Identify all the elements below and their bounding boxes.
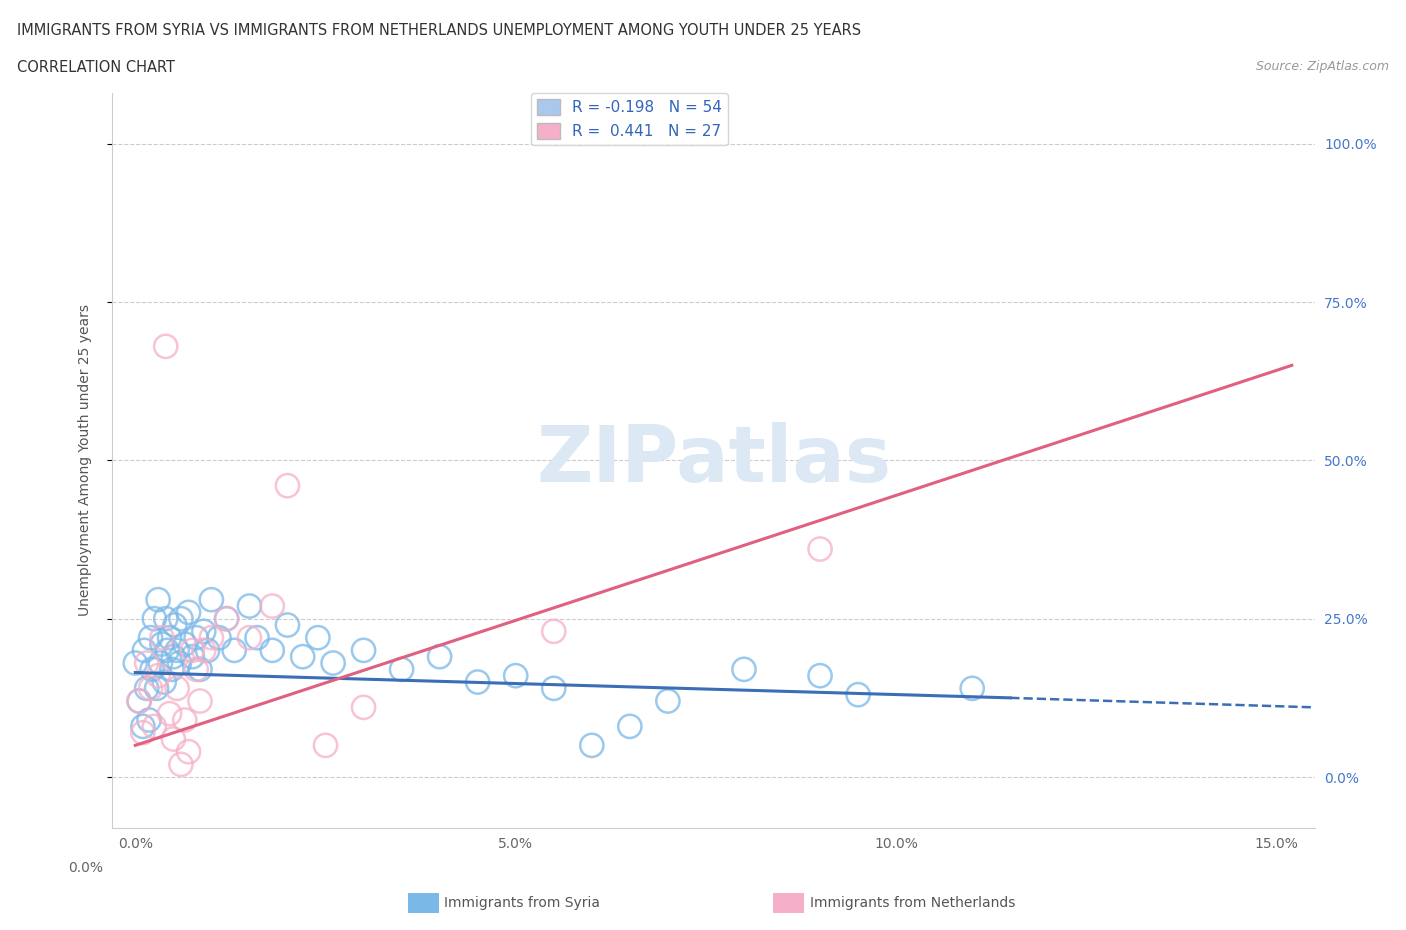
Point [353, 643, 375, 658]
Point [170, 611, 193, 626]
Point [262, 643, 284, 658]
Point [276, 618, 298, 632]
Point [160, 662, 183, 677]
Point [238, 631, 260, 645]
Text: ZIPatlas: ZIPatlas [536, 422, 891, 498]
Point [315, 737, 337, 752]
Point [143, 719, 166, 734]
Text: CORRELATION CHART: CORRELATION CHART [17, 60, 174, 75]
Point [224, 643, 246, 658]
Point [276, 478, 298, 493]
Point [135, 656, 157, 671]
Point [162, 649, 184, 664]
Point [173, 637, 195, 652]
Point [139, 631, 162, 645]
Point [124, 656, 146, 671]
Point [391, 662, 413, 677]
Text: Immigrants from Netherlands: Immigrants from Netherlands [810, 896, 1015, 910]
Point [177, 744, 200, 759]
Point [846, 687, 869, 702]
Point [132, 719, 155, 734]
Point [200, 631, 222, 645]
Point [155, 611, 177, 626]
Point [291, 649, 314, 664]
Point [156, 643, 179, 658]
Text: IMMIGRANTS FROM SYRIA VS IMMIGRANTS FROM NETHERLANDS UNEMPLOYMENT AMONG YOUTH UN: IMMIGRANTS FROM SYRIA VS IMMIGRANTS FROM… [17, 23, 860, 38]
Point [808, 669, 831, 684]
Point [177, 604, 200, 619]
Point [163, 618, 186, 632]
Point [146, 669, 169, 684]
Point [188, 694, 211, 709]
Point [128, 694, 150, 709]
Point [132, 725, 155, 740]
Point [262, 599, 284, 614]
Point [619, 719, 641, 734]
Point [197, 643, 219, 658]
Point [162, 732, 184, 747]
Point [166, 643, 188, 658]
Point [246, 631, 269, 645]
Point [353, 700, 375, 715]
Point [169, 656, 191, 671]
Point [149, 656, 172, 671]
Point [307, 631, 329, 645]
Point [467, 674, 489, 689]
Point [159, 706, 181, 721]
Point [543, 624, 565, 639]
Point [657, 694, 679, 709]
Point [429, 649, 451, 664]
Point [128, 694, 150, 709]
Point [186, 631, 208, 645]
Point [141, 662, 163, 677]
Point [153, 674, 176, 689]
Point [505, 669, 527, 684]
Text: Source: ZipAtlas.com: Source: ZipAtlas.com [1256, 60, 1389, 73]
Point [193, 624, 215, 639]
Point [808, 541, 831, 556]
Point [138, 712, 160, 727]
Point [145, 681, 167, 696]
Point [581, 737, 603, 752]
Point [173, 712, 195, 727]
Point [238, 599, 260, 614]
Y-axis label: Unemployment Among Youth under 25 years: Unemployment Among Youth under 25 years [77, 304, 91, 617]
Text: Immigrants from Syria: Immigrants from Syria [444, 896, 600, 910]
Point [322, 656, 344, 671]
Point [215, 611, 238, 626]
Point [134, 643, 156, 658]
Text: 0.0%: 0.0% [67, 861, 103, 875]
Point [186, 662, 208, 677]
Point [208, 631, 231, 645]
Point [181, 649, 204, 664]
Point [181, 643, 204, 658]
Point [139, 681, 162, 696]
Point [166, 681, 188, 696]
Point [150, 637, 173, 652]
Point [733, 662, 755, 677]
Legend: R = -0.198   N = 54, R =  0.441   N = 27: R = -0.198 N = 54, R = 0.441 N = 27 [531, 93, 728, 145]
Point [150, 631, 173, 645]
Point [143, 611, 166, 626]
Point [155, 339, 177, 353]
Point [960, 681, 983, 696]
Point [146, 592, 169, 607]
Point [188, 662, 211, 677]
Point [543, 681, 565, 696]
Point [215, 611, 238, 626]
Point [135, 681, 157, 696]
Point [193, 643, 215, 658]
Point [200, 592, 222, 607]
Point [170, 757, 193, 772]
Point [159, 631, 181, 645]
